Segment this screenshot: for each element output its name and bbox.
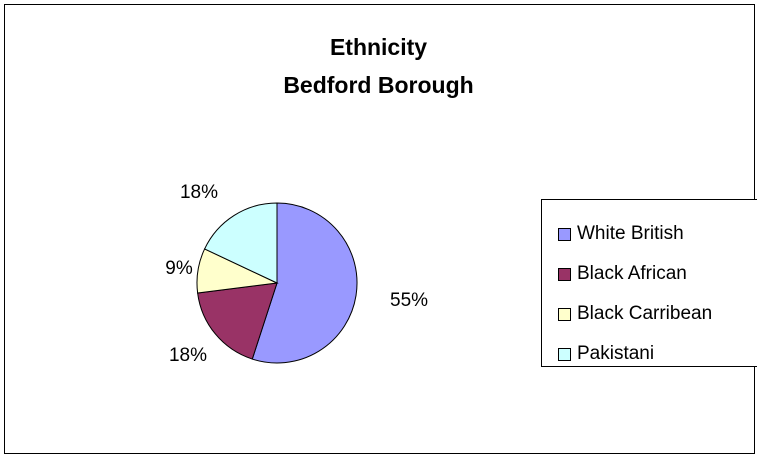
chart-title-line-1: Ethnicity [329,34,428,60]
legend-item-black-carribean: Black Carribean [558,302,712,326]
data-label-black-carribean: 9% [165,258,193,279]
legend-swatch-black-carribean [558,307,571,321]
legend-swatch-pakistani [558,347,571,361]
legend-item-black-african: Black African [558,262,687,286]
data-label-black-african: 18% [169,345,207,366]
data-label-white-british: 55% [390,290,428,311]
legend-label-pakistani: Pakistani [577,343,655,364]
data-label-pakistani: 18% [180,182,218,203]
legend-swatch-black-african [558,267,571,281]
pie-slice-black-african [197,282,278,360]
legend-label-black-african: Black African [577,263,687,284]
pie-slice-white-british [251,202,358,364]
legend-label-black-carribean: Black Carribean [577,303,713,324]
legend-swatch-white-british [558,227,571,241]
chart-title-line-2: Bedford Borough [283,72,474,98]
legend: White British Black African Black Carrib… [541,199,757,367]
legend-item-pakistani: Pakistani [558,342,654,366]
legend-item-white-british: White British [558,222,684,246]
pie-slice-pakistani [203,202,278,284]
legend-label-white-british: White British [577,223,684,244]
